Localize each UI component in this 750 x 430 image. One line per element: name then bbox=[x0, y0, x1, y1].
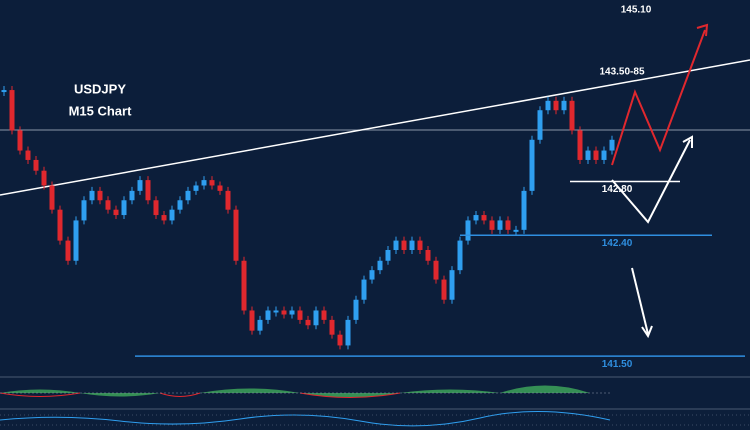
candle bbox=[249, 310, 255, 331]
candle bbox=[89, 190, 95, 201]
candle bbox=[225, 190, 231, 210]
candle bbox=[561, 100, 567, 111]
candle bbox=[49, 185, 55, 210]
arrow-head bbox=[696, 23, 709, 37]
candle bbox=[185, 190, 191, 201]
candle bbox=[65, 240, 71, 261]
candle bbox=[441, 279, 447, 300]
candle bbox=[209, 180, 215, 186]
candle bbox=[489, 220, 495, 230]
level-label: 142.40 bbox=[602, 238, 633, 249]
arrow-head bbox=[682, 135, 693, 148]
candle bbox=[33, 159, 39, 171]
levels: 142.80 142.40 141.50 bbox=[135, 180, 745, 370]
candle bbox=[545, 100, 551, 111]
arrow-head bbox=[641, 325, 653, 339]
candle bbox=[41, 170, 47, 186]
candle bbox=[145, 180, 151, 201]
candle bbox=[257, 319, 263, 331]
indicator-line bbox=[0, 411, 611, 427]
candle bbox=[377, 260, 383, 271]
candle bbox=[553, 100, 559, 111]
candle bbox=[537, 110, 543, 140]
candle bbox=[609, 139, 615, 151]
candle bbox=[17, 130, 23, 151]
candle bbox=[369, 270, 375, 280]
candle bbox=[289, 310, 295, 315]
candle bbox=[505, 220, 511, 230]
candle bbox=[457, 240, 463, 271]
candle bbox=[393, 240, 399, 250]
candle bbox=[337, 334, 343, 346]
candle bbox=[297, 310, 303, 320]
level-label: 141.50 bbox=[602, 359, 633, 370]
candle bbox=[353, 299, 359, 320]
candle bbox=[313, 310, 319, 326]
candle bbox=[361, 279, 367, 300]
trend-line bbox=[0, 59, 750, 196]
scenario-arrow bbox=[611, 29, 706, 166]
candle bbox=[25, 150, 31, 160]
candle bbox=[57, 209, 63, 241]
candle bbox=[481, 215, 487, 221]
candle bbox=[113, 209, 119, 216]
level-label: 142.80 bbox=[602, 184, 633, 195]
candle bbox=[601, 150, 607, 160]
candle bbox=[9, 90, 15, 131]
candle bbox=[593, 150, 599, 160]
candle bbox=[137, 180, 143, 191]
candle bbox=[521, 190, 527, 230]
candle bbox=[73, 220, 79, 261]
candle bbox=[529, 139, 535, 191]
scenario-arrow bbox=[611, 139, 691, 224]
candle bbox=[585, 150, 591, 160]
candle bbox=[201, 180, 207, 186]
candle bbox=[425, 250, 431, 261]
candles bbox=[1, 86, 615, 350]
candle bbox=[169, 209, 175, 221]
candle bbox=[417, 240, 423, 250]
candle bbox=[281, 310, 287, 315]
candle bbox=[273, 310, 279, 313]
candle bbox=[153, 200, 159, 216]
candle bbox=[97, 190, 103, 201]
candle bbox=[305, 319, 311, 326]
candle bbox=[449, 270, 455, 300]
chart-subtitle: M15 Chart bbox=[69, 103, 133, 118]
oscillator-histogram bbox=[0, 385, 590, 398]
candle bbox=[433, 260, 439, 280]
candle bbox=[217, 185, 223, 191]
candle bbox=[385, 250, 391, 261]
candle bbox=[161, 215, 167, 221]
candle bbox=[105, 200, 111, 210]
scenario-arrow bbox=[631, 267, 649, 335]
candle bbox=[241, 260, 247, 311]
candle bbox=[1, 90, 7, 93]
chart-title: USDJPY bbox=[74, 81, 126, 96]
candle bbox=[193, 185, 199, 191]
candle bbox=[121, 200, 127, 216]
candle bbox=[409, 240, 415, 250]
candle bbox=[513, 229, 519, 232]
candle bbox=[577, 130, 583, 160]
candle bbox=[81, 200, 87, 221]
target-label: 145.10 bbox=[621, 5, 652, 16]
candle bbox=[233, 209, 239, 261]
candle bbox=[265, 310, 271, 320]
candle bbox=[473, 215, 479, 221]
candle bbox=[465, 220, 471, 241]
candle bbox=[329, 319, 335, 335]
oscillator-signal bbox=[0, 392, 401, 398]
candle bbox=[569, 100, 575, 131]
candle bbox=[321, 310, 327, 320]
candle bbox=[497, 220, 503, 230]
candle bbox=[401, 240, 407, 250]
candle bbox=[345, 319, 351, 346]
candle bbox=[129, 190, 135, 201]
trend-label: 143.50-85 bbox=[599, 67, 644, 78]
candle bbox=[177, 200, 183, 210]
